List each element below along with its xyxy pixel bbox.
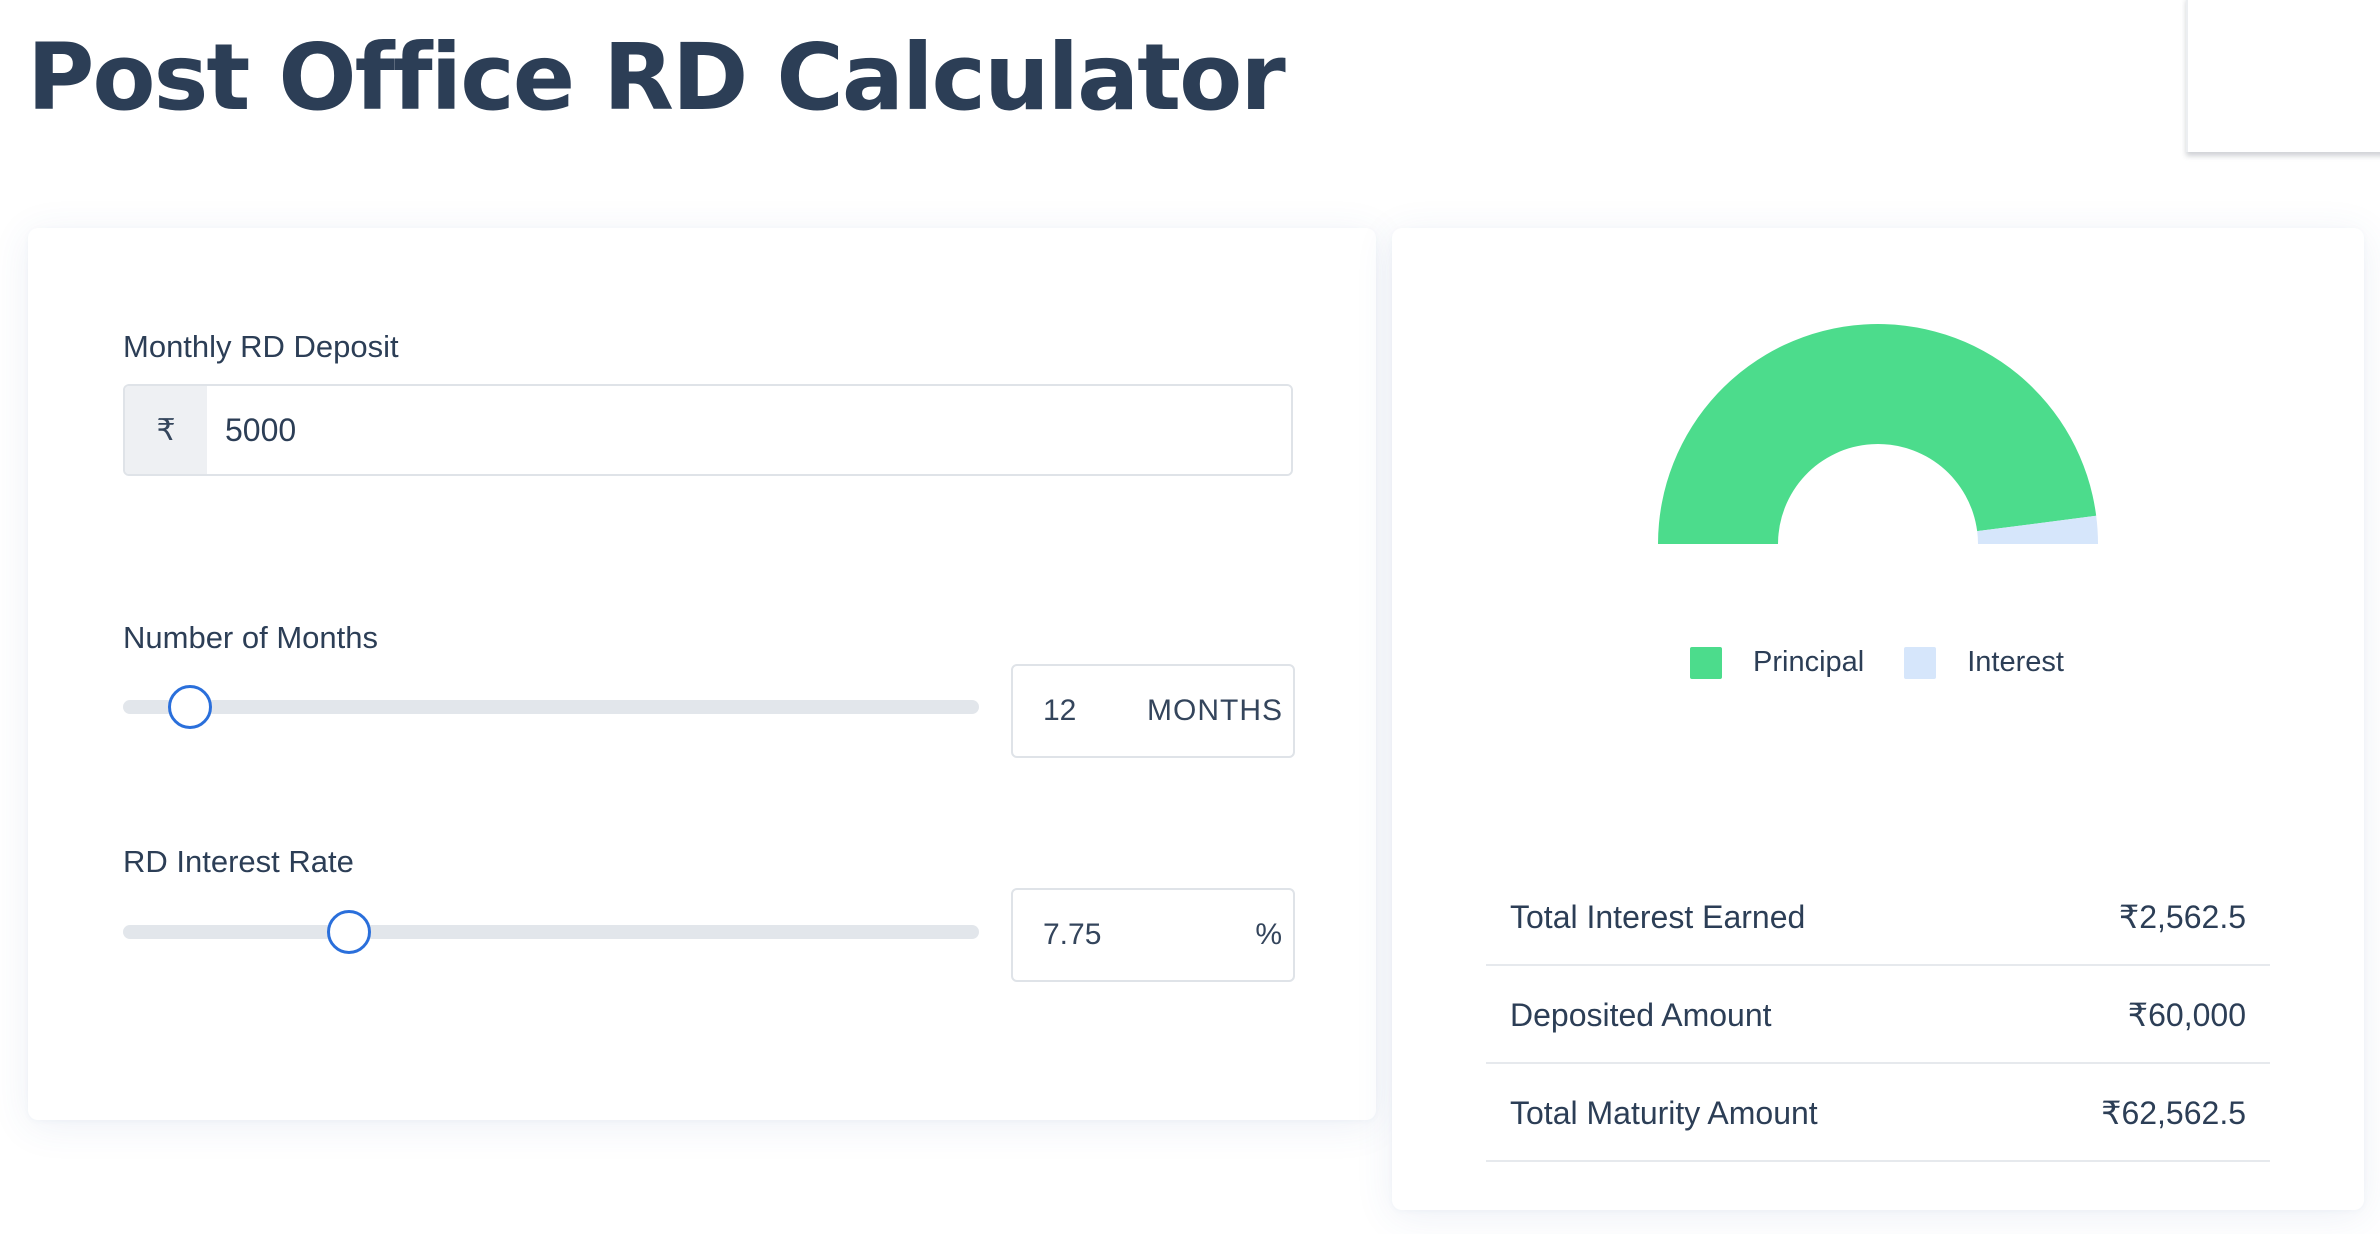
legend-label-principal: Principal bbox=[1753, 646, 1865, 678]
total-interest-value: ₹2,562.5 bbox=[2118, 899, 2246, 935]
input-card: Monthly RD Deposit ₹ Number of Months 12… bbox=[28, 228, 1376, 1120]
deposited-value: ₹60,000 bbox=[2127, 997, 2246, 1033]
legend-swatch-interest bbox=[1904, 646, 1937, 679]
rate-unit: % bbox=[1255, 918, 1283, 951]
total-interest-label: Total Interest Earned bbox=[1510, 898, 1806, 935]
maturity-label: Total Maturity Amount bbox=[1510, 1094, 1818, 1131]
rate-slider[interactable] bbox=[123, 910, 979, 954]
rate-value[interactable]: 7.75 bbox=[1043, 918, 1102, 951]
deposit-input[interactable] bbox=[207, 386, 1291, 474]
rupee-prefix: ₹ bbox=[125, 386, 207, 474]
months-slider[interactable] bbox=[123, 685, 979, 729]
deposit-label: Monthly RD Deposit bbox=[123, 329, 399, 364]
maturity-value: ₹62,562.5 bbox=[2101, 1095, 2246, 1131]
deposited-label: Deposited Amount bbox=[1510, 996, 1772, 1033]
chart-slice-principal bbox=[1658, 324, 2097, 544]
months-label: Number of Months bbox=[123, 620, 378, 655]
summary-row-interest: Total Interest Earned ₹2,562.5 bbox=[1486, 870, 2270, 966]
months-slider-thumb[interactable] bbox=[167, 685, 212, 729]
summary-row-maturity: Total Maturity Amount ₹62,562.5 bbox=[1486, 1066, 2270, 1162]
months-value[interactable]: 12 bbox=[1043, 694, 1077, 727]
result-card: Principal Interest Total Interest Earned… bbox=[1392, 228, 2364, 1210]
chart-slice-interest bbox=[1977, 515, 2098, 544]
rate-value-box[interactable]: 7.75 % bbox=[1011, 888, 1295, 982]
corner-panel bbox=[2186, 0, 2380, 152]
donut-chart bbox=[1658, 324, 2098, 544]
legend-swatch-principal bbox=[1690, 646, 1722, 679]
deposit-input-group: ₹ bbox=[123, 384, 1293, 476]
summary-row-deposited: Deposited Amount ₹60,000 bbox=[1486, 968, 2270, 1064]
legend-label-interest: Interest bbox=[1967, 646, 2064, 678]
months-unit: MONTHS bbox=[1147, 694, 1283, 727]
months-value-box[interactable]: 12 MONTHS bbox=[1011, 664, 1295, 758]
page-title: Post Office RD Calculator bbox=[27, 24, 1286, 131]
chart-legend: Principal Interest bbox=[1690, 646, 2104, 679]
rate-label: RD Interest Rate bbox=[123, 844, 354, 879]
rate-slider-thumb[interactable] bbox=[326, 910, 371, 954]
